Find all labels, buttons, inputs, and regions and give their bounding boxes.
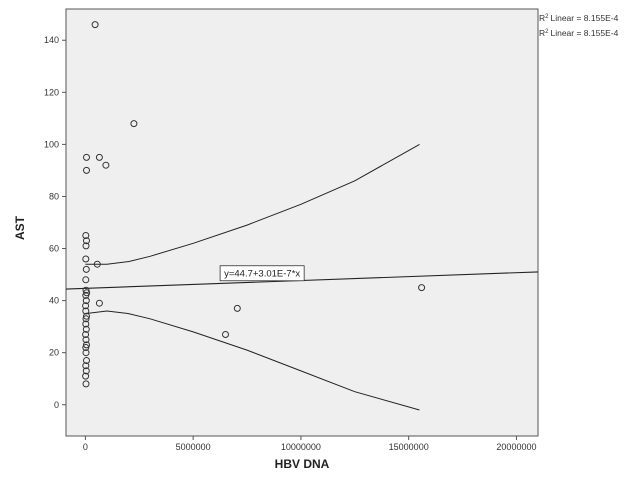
data-point xyxy=(82,367,90,375)
data-point xyxy=(82,242,90,250)
legend-entry-2-text: Linear = 8.155E-4 xyxy=(550,28,618,38)
confidence-band-group xyxy=(85,143,420,411)
confidence-lower-curve xyxy=(85,310,420,411)
data-point xyxy=(222,331,229,338)
data-point xyxy=(82,265,90,273)
data-point xyxy=(82,232,90,239)
legend-entry-1-text: Linear = 8.155E-4 xyxy=(550,13,618,23)
data-point xyxy=(83,166,90,174)
data-point xyxy=(93,260,101,268)
data-point xyxy=(130,120,138,128)
data-point xyxy=(91,21,99,29)
data-point xyxy=(418,284,426,292)
plot-background xyxy=(65,8,539,437)
legend-entry-1: R2 Linear = 8.155E-4 xyxy=(539,13,619,23)
y-tick-label: 100 xyxy=(44,139,59,149)
x-axis: 0 5000000 10000000 15000000 20000000 xyxy=(83,436,536,452)
y-tick-label: 120 xyxy=(44,87,59,97)
data-point xyxy=(82,372,90,380)
confidence-upper-curve xyxy=(85,143,420,265)
data-point xyxy=(233,304,241,312)
y-tick-label: 20 xyxy=(49,348,59,358)
x-tick-label: 20000000 xyxy=(496,442,536,452)
y-axis-title: AST xyxy=(13,215,27,240)
data-point xyxy=(82,315,90,323)
data-point xyxy=(83,312,90,320)
data-point xyxy=(82,302,90,310)
legend-entry-2: R2 Linear = 8.155E-4 xyxy=(539,28,619,38)
y-tick-label: 60 xyxy=(49,244,59,254)
legend-entry-1-superscript: 2 xyxy=(545,14,549,20)
x-tick-label: 5000000 xyxy=(176,442,211,452)
x-tick-label: 15000000 xyxy=(389,442,429,452)
data-point xyxy=(82,320,90,328)
y-tick-label: 0 xyxy=(54,400,59,410)
points-group xyxy=(82,21,426,388)
data-point xyxy=(82,344,90,351)
x-axis-title: HBV DNA xyxy=(275,457,330,471)
data-point xyxy=(82,336,90,344)
legend-entry-2-prefix: R xyxy=(539,28,545,38)
data-point xyxy=(82,331,90,338)
data-point xyxy=(82,276,90,284)
data-point xyxy=(82,307,90,315)
data-point xyxy=(82,255,90,263)
x-tick-label: 10000000 xyxy=(281,442,321,452)
data-point xyxy=(82,297,90,305)
x-tick-label: 0 xyxy=(83,442,88,452)
equation-label: y=44.7+3.01E-7*x xyxy=(224,268,300,279)
data-point xyxy=(95,299,103,307)
data-point xyxy=(82,362,90,370)
y-tick-label: 80 xyxy=(49,191,59,201)
data-point xyxy=(83,357,90,364)
data-point xyxy=(95,153,103,161)
equation-annotation: y=44.7+3.01E-7*x xyxy=(219,265,305,282)
y-tick-label: 140 xyxy=(44,35,59,45)
legend: R2 Linear = 8.155E-4 R2 Linear = 8.155E-4 xyxy=(539,13,619,38)
data-point xyxy=(83,153,90,161)
legend-entry-1-prefix: R xyxy=(539,13,545,23)
data-point xyxy=(82,349,90,357)
data-point xyxy=(82,380,90,388)
equation-box xyxy=(219,265,305,282)
data-point xyxy=(82,291,90,299)
y-tick-label: 40 xyxy=(49,296,59,306)
data-point xyxy=(82,325,90,333)
data-point xyxy=(83,237,90,245)
y-axis: 0 20 40 60 80 100 120 140 xyxy=(44,35,66,410)
legend-entry-2-superscript: 2 xyxy=(545,29,549,35)
data-point xyxy=(102,161,110,169)
